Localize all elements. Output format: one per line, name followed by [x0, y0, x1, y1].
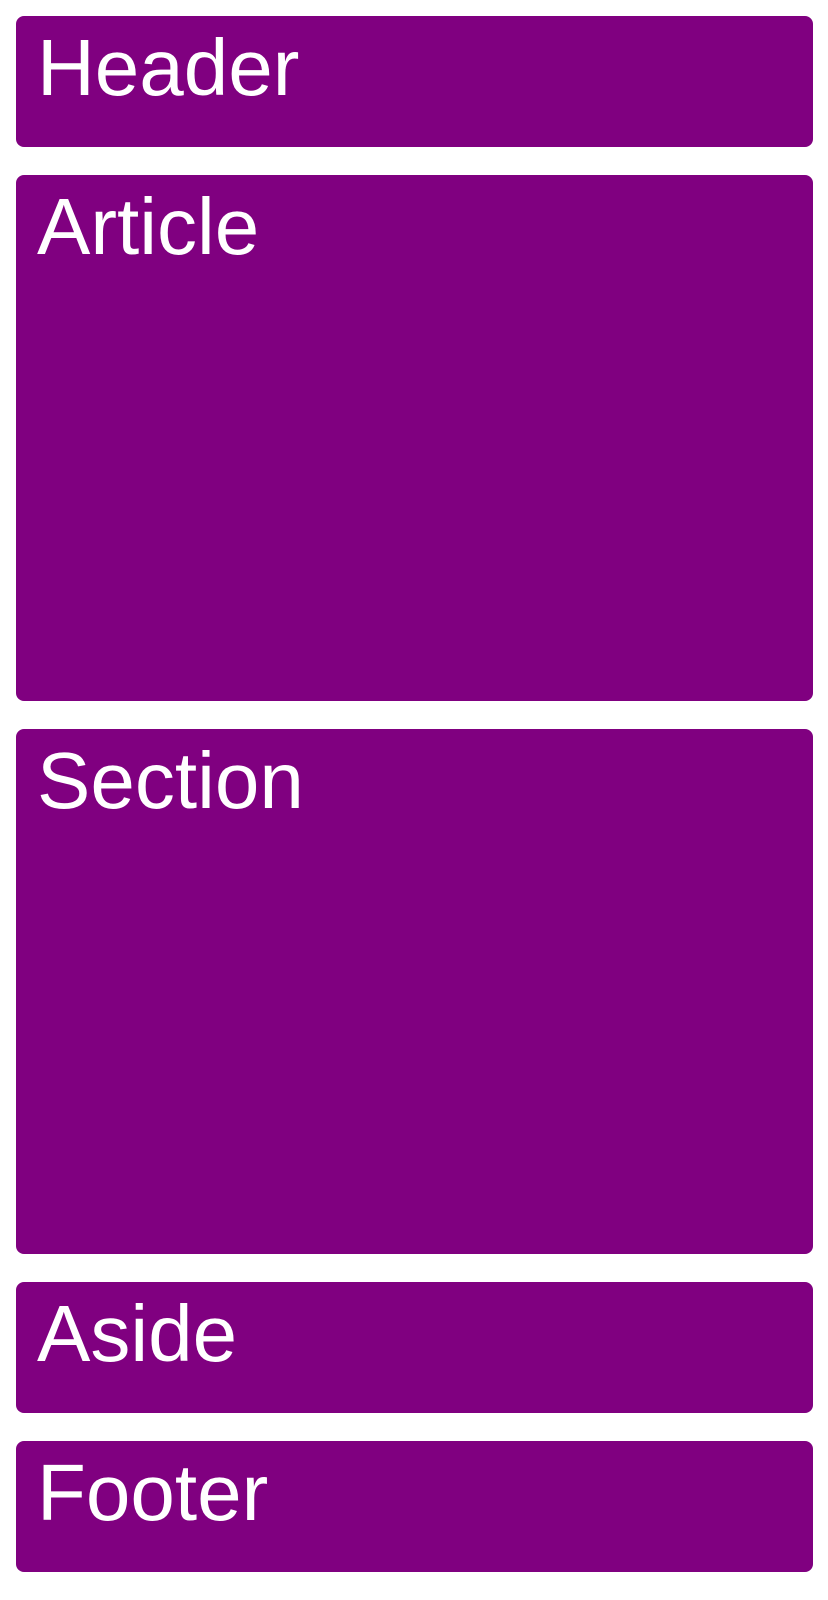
aside-label: Aside — [37, 1289, 238, 1378]
aside-region: Aside — [16, 1282, 813, 1413]
article-region: Article — [16, 175, 813, 701]
section-label: Section — [37, 736, 304, 825]
header-label: Header — [37, 23, 300, 112]
article-label: Article — [37, 182, 260, 271]
header-region: Header — [16, 16, 813, 147]
footer-label: Footer — [37, 1448, 269, 1537]
footer-region: Footer — [16, 1441, 813, 1572]
section-region: Section — [16, 729, 813, 1254]
